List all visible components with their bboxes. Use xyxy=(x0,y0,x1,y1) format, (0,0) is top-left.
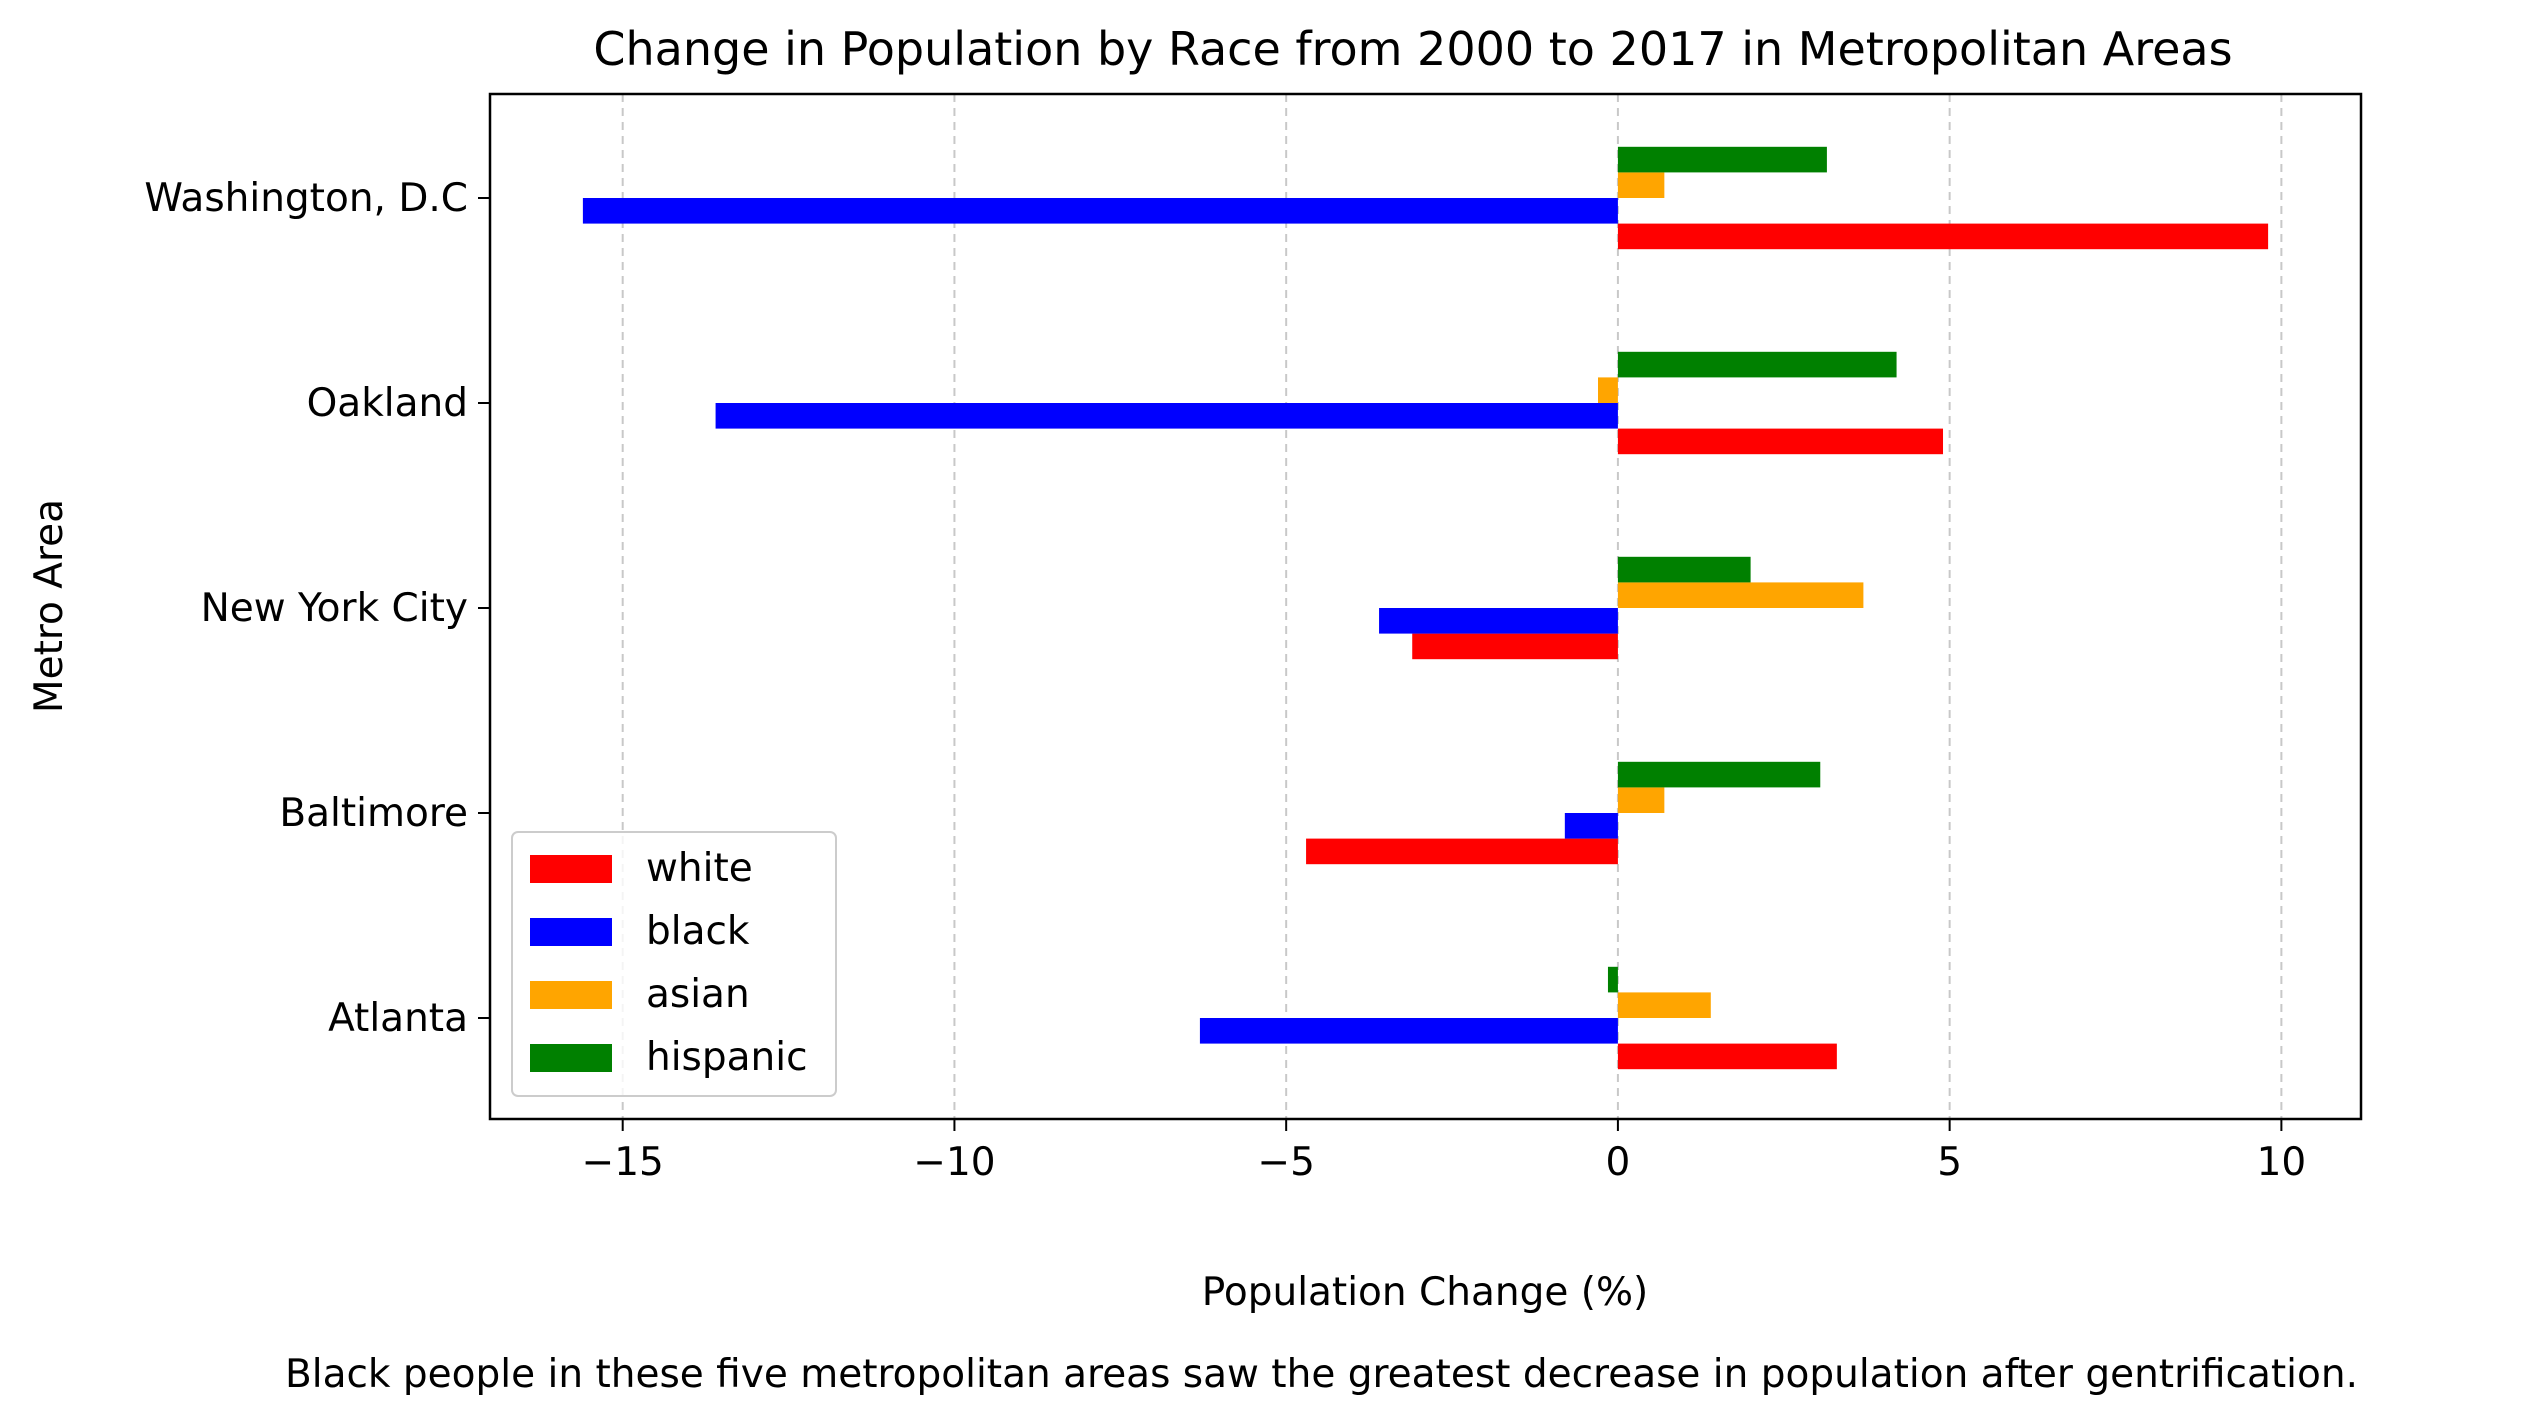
legend-label-black: black xyxy=(646,909,750,954)
bar-asian-new-york-city xyxy=(1617,582,1864,608)
bar-black-washington-d-c xyxy=(582,198,1618,224)
y-tick-label: Oakland xyxy=(307,381,468,426)
chart-title: Change in Population by Race from 2000 t… xyxy=(593,22,2232,76)
legend-swatch-black xyxy=(530,918,612,946)
bar-hispanic-baltimore xyxy=(1617,761,1821,788)
chart-caption: Black people in these five metropolitan … xyxy=(285,1352,2358,1397)
bar-hispanic-atlanta xyxy=(1607,966,1618,993)
bar-asian-atlanta xyxy=(1617,992,1711,1018)
bar-white-oakland xyxy=(1617,428,1944,455)
x-tick-label: 5 xyxy=(1937,1140,1962,1185)
bar-asian-baltimore xyxy=(1617,787,1665,813)
y-axis-label: Metro Area xyxy=(27,499,72,713)
legend-label-asian: asian xyxy=(646,972,750,1017)
legend-swatch-asian xyxy=(530,981,612,1009)
x-tick-label: −10 xyxy=(913,1140,995,1185)
legend: white black asian hispanic xyxy=(511,831,837,1097)
bar-black-baltimore xyxy=(1564,813,1618,839)
bar-white-baltimore xyxy=(1306,838,1618,865)
y-tick-label: Baltimore xyxy=(279,791,468,836)
legend-frame xyxy=(511,831,837,1097)
plot-frame xyxy=(488,92,2363,1121)
x-tick-label: −15 xyxy=(582,1140,664,1185)
bar-black-oakland xyxy=(715,403,1618,429)
y-tick-label: Atlanta xyxy=(328,996,468,1041)
bar-white-washington-d-c xyxy=(1617,223,2269,250)
x-tick-label: −5 xyxy=(1257,1140,1315,1185)
bar-hispanic-washington-d-c xyxy=(1617,146,1827,173)
legend-swatch-hispanic xyxy=(530,1044,612,1072)
x-axis-label: Population Change (%) xyxy=(1202,1270,1649,1315)
bars xyxy=(582,146,2269,1070)
bar-asian-oakland xyxy=(1598,377,1618,403)
bar-hispanic-new-york-city xyxy=(1617,556,1751,583)
bar-black-new-york-city xyxy=(1379,608,1618,634)
y-tick-label: Washington, D.C xyxy=(144,176,468,221)
y-tick-label: New York City xyxy=(201,586,468,631)
bar-black-atlanta xyxy=(1199,1018,1618,1044)
bar-hispanic-oakland xyxy=(1617,351,1897,378)
bar-white-new-york-city xyxy=(1412,633,1618,660)
bar-white-atlanta xyxy=(1617,1043,1837,1070)
x-tick-label: 0 xyxy=(1605,1140,1630,1185)
legend-swatch-white xyxy=(530,855,612,883)
legend-label-white: white xyxy=(646,846,753,891)
bar-asian-washington-d-c xyxy=(1617,172,1665,198)
x-tick-label: 10 xyxy=(2257,1140,2307,1185)
y-ticks: Atlanta Baltimore New York City Oakland Wash… xyxy=(144,176,490,1041)
x-ticks: −15 −10 −5 0 5 10 xyxy=(582,1119,2307,1185)
legend-label-hispanic: hispanic xyxy=(646,1035,808,1080)
